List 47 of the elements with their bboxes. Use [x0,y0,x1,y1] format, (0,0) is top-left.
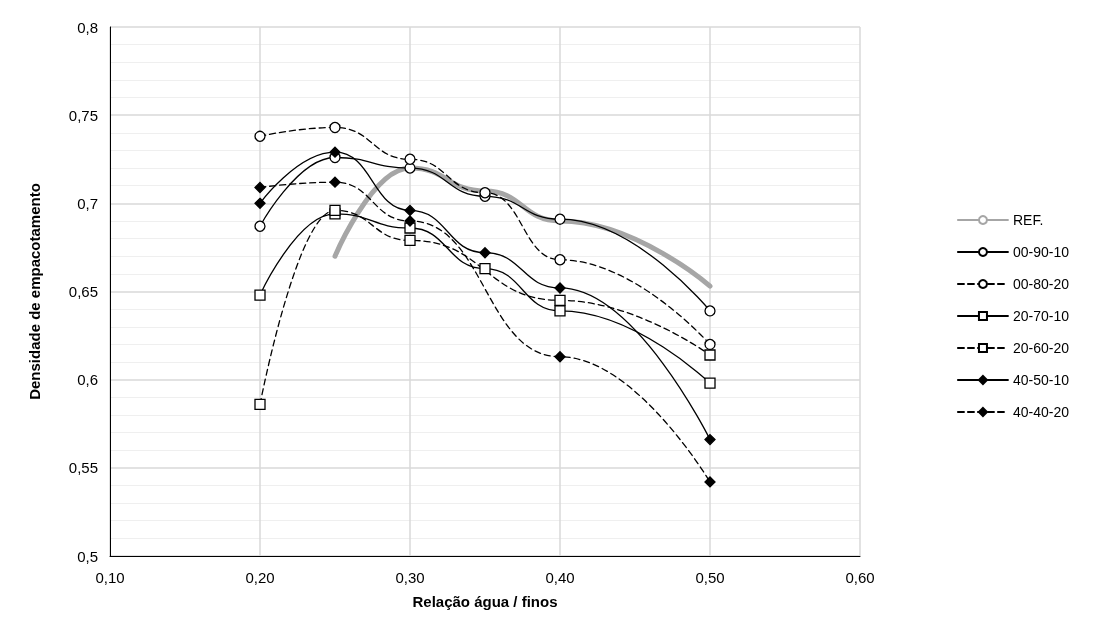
point [254,289,266,301]
x-tick-label: 0,10 [95,569,125,586]
point [404,153,416,165]
point [254,398,266,410]
point [254,130,266,142]
y-tick-label: 0,75 [68,106,98,124]
point [479,247,491,259]
point [554,254,566,266]
point [554,213,566,225]
point [404,204,416,217]
y-tick-label: 0,55 [68,459,98,477]
point [329,146,341,158]
point [479,262,491,275]
y-tick-label: 0,5 [77,547,98,565]
y-tick-label: 0,6 [77,371,98,389]
point [404,234,416,247]
legend-label: 00-90-10 [1012,244,1070,260]
x-tick-label: 0,20 [245,569,275,586]
legend-label: REF. [1012,212,1044,228]
legend-label: 20-70-10 [1012,308,1070,324]
point [554,294,566,306]
y-tick-label: 0,8 [77,18,98,36]
point [554,351,566,363]
x-tick-label: 0,40 [545,569,575,586]
x-tick-label: 0,30 [395,569,425,586]
y-tick-label: 0,7 [77,194,98,212]
point [704,349,716,361]
point [329,176,341,188]
point [254,181,266,194]
legend-label: 00-80-20 [1012,276,1070,292]
x-tick-label: 0,60 [845,569,875,586]
x-tick-label: 0,50 [695,569,725,586]
point [704,433,716,446]
legend-label: 40-50-10 [1012,372,1070,388]
point [554,305,566,317]
point [254,197,266,209]
point [704,305,716,317]
y-axis-title: Densidade de empacotamento [26,183,43,400]
point [329,121,341,134]
legend-label: 40-40-20 [1012,404,1070,420]
legend-label: 20-60-20 [1012,340,1070,356]
point [704,338,716,351]
point [704,377,716,389]
point [254,220,266,232]
y-tick-label: 0,65 [68,283,98,300]
point [329,204,341,217]
x-axis-title: Relação água / finos [412,593,558,610]
